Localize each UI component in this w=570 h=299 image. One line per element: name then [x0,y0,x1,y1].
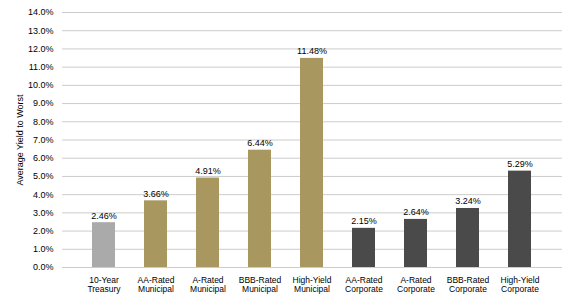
svg-text:13.0%: 13.0% [28,26,54,36]
svg-text:7.0%: 7.0% [33,135,54,145]
svg-text:0.0%: 0.0% [33,262,54,272]
svg-text:3.24%: 3.24% [455,196,481,206]
svg-text:3.66%: 3.66% [143,189,169,199]
svg-text:1.0%: 1.0% [33,244,54,254]
svg-text:6.44%: 6.44% [247,138,273,148]
svg-text:2.64%: 2.64% [403,207,429,217]
svg-text:10-YearTreasury: 10-YearTreasury [87,275,121,294]
svg-text:2.0%: 2.0% [33,226,54,236]
svg-text:11.0%: 11.0% [29,62,54,72]
svg-text:AA-RatedCorporate: AA-RatedCorporate [345,275,383,294]
svg-text:BBB-RatedMunicipal: BBB-RatedMunicipal [239,275,282,294]
svg-text:2.46%: 2.46% [91,211,117,221]
svg-text:2.15%: 2.15% [351,216,377,226]
svg-text:A-RatedMunicipal: A-RatedMunicipal [190,275,226,294]
svg-text:12.0%: 12.0% [28,44,54,54]
svg-text:5.0%: 5.0% [33,171,54,181]
svg-text:Average Yield to Worst: Average Yield to Worst [15,94,25,186]
svg-text:BBB-RatedCorporate: BBB-RatedCorporate [447,275,490,294]
svg-text:A-RatedCorporate: A-RatedCorporate [397,275,435,294]
svg-text:11.48%: 11.48% [297,46,327,56]
svg-text:6.0%: 6.0% [33,153,54,163]
svg-text:10.0%: 10.0% [28,80,54,90]
svg-text:5.29%: 5.29% [507,159,533,169]
svg-text:AA-RatedMunicipal: AA-RatedMunicipal [138,275,175,294]
svg-text:9.0%: 9.0% [33,98,54,108]
svg-text:4.91%: 4.91% [195,166,221,176]
svg-text:High-YieldCorporate: High-YieldCorporate [501,275,540,294]
svg-text:High-YieldMunicipal: High-YieldMunicipal [293,275,332,294]
svg-text:14.0%: 14.0% [28,7,54,17]
svg-text:8.0%: 8.0% [33,117,54,127]
svg-text:4.0%: 4.0% [33,190,54,200]
svg-text:3.0%: 3.0% [33,208,54,218]
